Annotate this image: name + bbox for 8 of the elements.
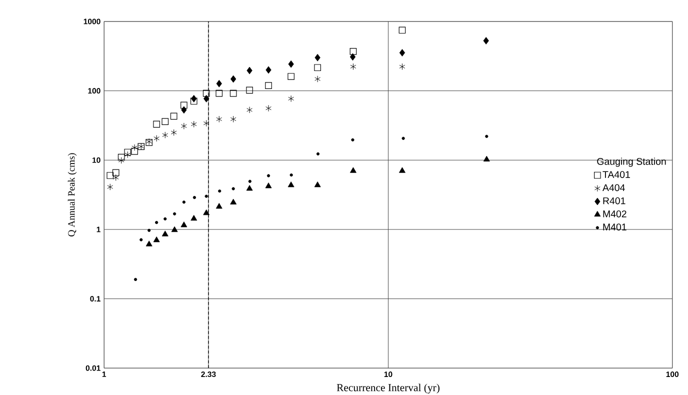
y-axis-title: Q Annual Peak (cms) <box>68 152 77 236</box>
legend-label: TA401 <box>602 170 630 178</box>
legend-label: M401 <box>603 223 626 230</box>
legend-label: M402 <box>603 210 626 218</box>
x-axis-title: Recurrence Interval (yr) <box>336 384 440 394</box>
legend-label: R401 <box>603 197 626 204</box>
legend-label: A404 <box>602 184 625 191</box>
legend-title: Gauging Station <box>597 158 666 167</box>
